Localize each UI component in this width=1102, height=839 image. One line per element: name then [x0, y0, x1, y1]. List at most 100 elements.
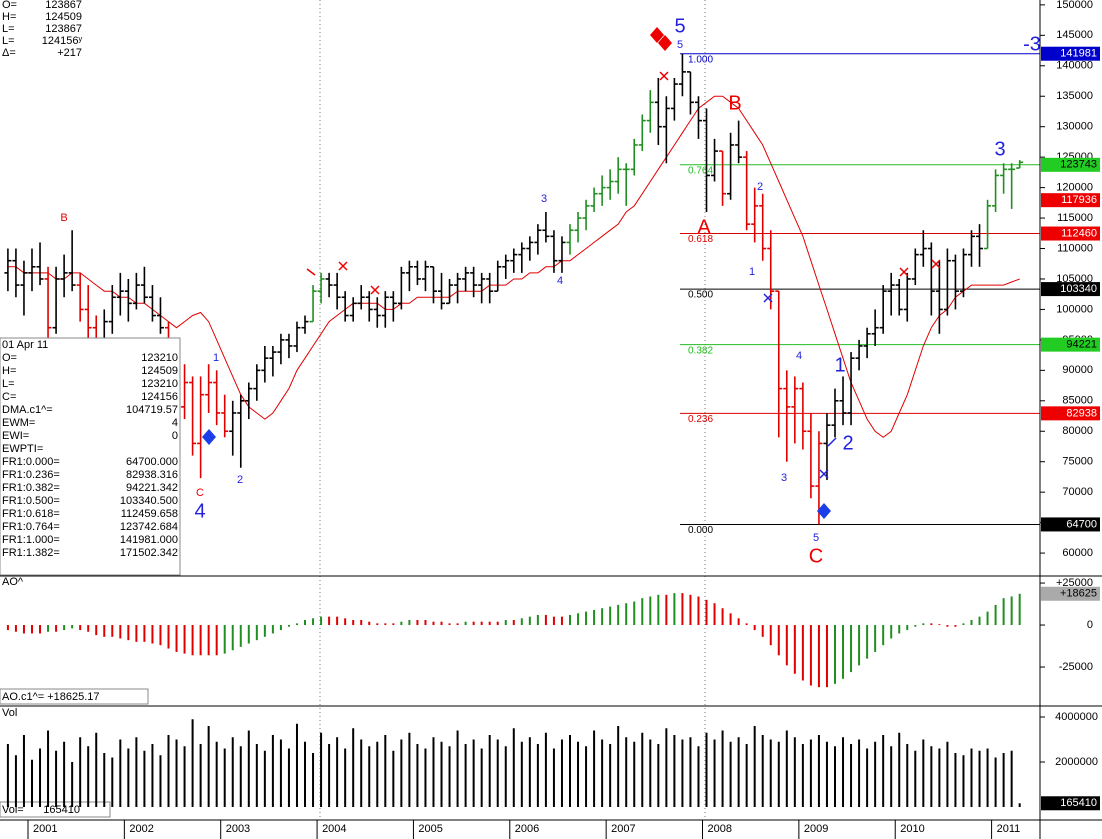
price-tag	[1041, 226, 1100, 241]
ohlc-bar	[823, 412, 831, 480]
data-box-label: DMA.c1^=	[2, 404, 53, 416]
ohlc-bar	[638, 114, 646, 152]
arrow-marker	[306, 268, 316, 276]
diamond-marker	[202, 429, 216, 445]
data-box-date: 01 Apr 11	[2, 339, 48, 351]
ohlc-bar	[253, 364, 261, 401]
fib-ratio-label: 1.000	[688, 54, 713, 65]
ohlc-bar	[140, 266, 148, 304]
data-box-label: FR1:0.764=	[2, 521, 60, 533]
data-box-label: FR1:0.000=	[2, 456, 60, 468]
data-box-value: 104719.57	[126, 404, 178, 416]
data-box-label: FR1:1.382=	[2, 547, 60, 559]
volume-tick-label: 4000000	[1055, 711, 1098, 723]
info-label: H=	[2, 11, 16, 23]
ohlc-bar	[181, 364, 189, 420]
ohlc-bar	[462, 266, 470, 292]
ohlc-bar	[381, 291, 389, 328]
ohlc-bar	[847, 352, 855, 426]
x-marker	[659, 71, 669, 81]
ohlc-bar	[502, 254, 510, 279]
ohlc-bar	[285, 333, 293, 359]
x-marker	[931, 259, 941, 269]
ohlc-bar	[911, 248, 919, 286]
ohlc-bar	[711, 138, 719, 182]
x-tick-label: 2011	[997, 823, 1021, 835]
data-box-label: H=	[2, 365, 16, 377]
fib-ratio-label: 0.618	[688, 234, 713, 245]
ohlc-bar	[935, 260, 943, 334]
x-tick-label: 2004	[322, 823, 346, 835]
ohlc-bar	[116, 272, 124, 316]
ohlc-bar	[245, 382, 253, 420]
ohlc-bar	[590, 187, 598, 212]
ohlc-bar	[791, 376, 799, 444]
ohlc-bar	[694, 96, 702, 139]
x-tick-label: 2001	[33, 823, 57, 835]
ohlc-bar	[357, 285, 365, 310]
ohlc-bar	[887, 272, 895, 316]
ohlc-bar	[799, 382, 807, 450]
ohlc-bar	[976, 224, 984, 267]
ohlc-bar	[895, 278, 903, 316]
ohlc-bar	[421, 260, 429, 292]
ohlc-bar	[735, 120, 743, 164]
signal-markers	[202, 27, 941, 519]
info-label: O=	[2, 0, 17, 11]
ohlc-bar	[44, 266, 52, 340]
price-tag-label: 117936	[1061, 194, 1097, 206]
y-tick-label: 150000	[1056, 0, 1093, 11]
y-tick-label: 145000	[1056, 29, 1093, 41]
ohlc-bar	[992, 169, 1000, 212]
y-tick-label: 100000	[1056, 303, 1093, 315]
ohlc-bar	[76, 272, 84, 322]
ohlc-bar	[205, 364, 213, 413]
wave-label: 1	[213, 352, 219, 364]
ohlc-bar	[630, 138, 638, 176]
ohlc-bar	[775, 290, 783, 438]
data-box-value: 124156	[141, 391, 178, 403]
data-box-value: 94221.342	[126, 482, 178, 494]
data-box-value: 103340.500	[120, 495, 178, 507]
y-tick-label: 120000	[1056, 182, 1093, 194]
ohlc-bar	[727, 132, 735, 200]
ohlc-bar	[759, 193, 767, 261]
info-value: 124509	[45, 11, 82, 23]
x-marker	[370, 285, 380, 295]
ohlc-bar	[943, 248, 951, 316]
x-marker	[338, 261, 348, 271]
ohlc-bar	[309, 285, 317, 323]
ohlc-bar	[454, 272, 462, 304]
wave-label: 2	[237, 474, 243, 486]
ohlc-bar	[686, 71, 694, 115]
volume-tick-label: 2000000	[1055, 756, 1098, 768]
ohlc-bar	[807, 412, 815, 499]
ohlc-bar	[614, 157, 622, 194]
y-tick-label: 80000	[1062, 425, 1093, 437]
x-tick-label: 2002	[129, 823, 153, 835]
data-box-label: EWPTI=	[2, 443, 43, 455]
wave-label: B	[60, 212, 67, 224]
y-tick-label: 85000	[1062, 395, 1093, 407]
ohlc-bar	[743, 151, 751, 231]
ohlc-bar	[646, 90, 654, 133]
ohlc-bar	[478, 272, 486, 304]
price-tag-label: 103340	[1060, 283, 1097, 295]
ohlc-bar	[510, 248, 518, 273]
ohlc-bar	[12, 248, 20, 298]
ohlc-bar	[397, 266, 405, 310]
ohlc-bar	[108, 285, 116, 334]
ohlc-bar	[662, 96, 670, 164]
ohlc-bar	[526, 236, 534, 261]
wave-label: C	[809, 545, 823, 567]
ohlc-bar	[678, 53, 686, 97]
ohlc-bar	[1008, 163, 1016, 209]
info-value: 123867	[45, 0, 82, 11]
x-tick-label: 2010	[900, 823, 924, 835]
ohlc-bar	[197, 376, 205, 479]
data-box-label: EWM=	[2, 417, 35, 429]
ohlc-bar	[429, 265, 437, 304]
ohlc-bar	[84, 285, 92, 340]
info-value: 124156ʸ	[42, 35, 83, 47]
wave-label: 4	[194, 500, 205, 522]
